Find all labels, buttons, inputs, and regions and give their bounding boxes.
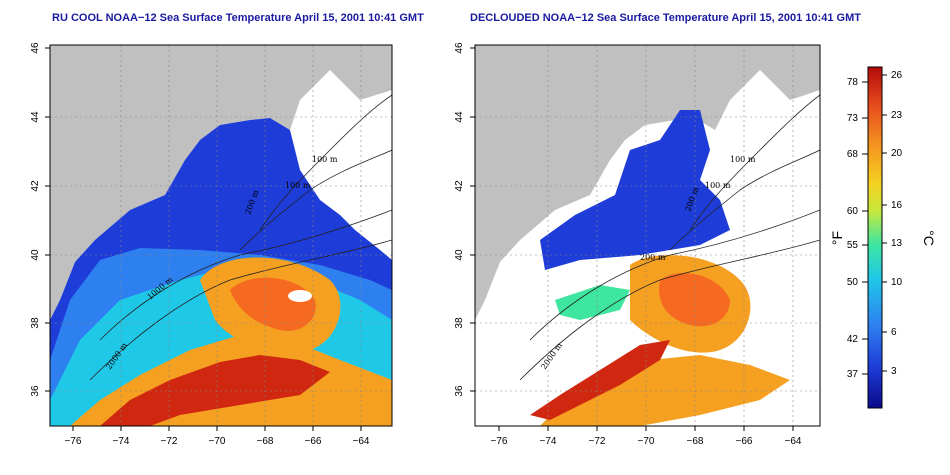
left-contour-label: 100 m [285,181,311,190]
right-contour-label: 200 m [640,253,666,262]
lon-tick-label: −68 [257,436,274,447]
fahrenheit-tick-label: 73 [847,113,859,124]
lat-tick-label: 46 [30,42,41,54]
right-gulf-stream [540,355,790,426]
lon-tick-label: −74 [113,436,130,447]
right-contour-label: 100 m [705,181,731,190]
celsius-tick-label: 23 [891,110,903,121]
lat-tick-label: 42 [454,180,465,192]
right-land-mass [475,45,820,320]
lat-tick-label: 44 [454,111,465,123]
lon-tick-label: −64 [785,436,802,447]
lon-tick-label: −72 [589,436,606,447]
lon-tick-label: −76 [491,436,508,447]
right-lat-ticks: 36 38 40 42 44 46 [454,42,465,397]
lon-tick-label: −72 [161,436,178,447]
lat-tick-label: 42 [30,180,41,192]
lon-tick-label: −76 [65,436,82,447]
fahrenheit-tick-label: 78 [847,77,859,88]
celsius-tick-label: 6 [891,327,897,338]
right-map-title: DECLOUDED NOAA−12 Sea Surface Temperatur… [470,12,861,24]
fahrenheit-unit-label: °F [829,231,845,245]
right-contour-label: 100 m [730,155,756,164]
celsius-tick-label: 16 [891,200,903,211]
lat-tick-label: 38 [454,317,465,329]
fahrenheit-ticks: 78 73 68 60 55 50 42 37 [847,77,859,380]
lon-tick-label: −66 [736,436,753,447]
left-map-title: RU COOL NOAA−12 Sea Surface Temperature … [52,12,424,24]
lat-tick-label: 36 [454,385,465,397]
lon-tick-label: −68 [687,436,704,447]
lon-tick-label: −74 [540,436,557,447]
left-gulf-stream-core [100,355,330,426]
fahrenheit-tick-label: 60 [847,206,859,217]
right-cold-patch [540,110,730,270]
fahrenheit-tick-label: 68 [847,149,859,160]
colorbar-gradient [867,66,883,409]
left-map: 100 m 100 m 200 m 1000 m 2000 m −76 −74 … [30,42,393,447]
fahrenheit-tick-label: 50 [847,277,859,288]
right-map: 100 m 100 m 200 m 200 m 2000 m −76 −74 −… [454,42,821,447]
lat-tick-label: 46 [454,42,465,54]
left-lat-ticks: 36 38 40 42 44 46 [30,42,41,397]
celsius-tick-label: 10 [891,277,903,288]
left-land-mass [50,45,392,320]
lat-tick-label: 36 [30,385,41,397]
celsius-tick-label: 20 [891,148,903,159]
celsius-ticks: 26 23 20 16 13 10 6 3 [891,70,903,377]
lat-tick-label: 40 [454,249,465,261]
fahrenheit-tick-label: 37 [847,369,859,380]
lon-tick-label: −64 [353,436,370,447]
left-lon-ticks: −76 −74 −72 −70 −68 −66 −64 [65,436,370,447]
fahrenheit-tick-label: 42 [847,334,859,345]
celsius-tick-label: 13 [891,238,903,249]
lon-tick-label: −70 [638,436,655,447]
right-slope-water [555,285,630,320]
lat-tick-label: 44 [30,111,41,123]
celsius-tick-label: 26 [891,70,903,81]
lon-tick-label: −66 [305,436,322,447]
lat-tick-label: 40 [30,249,41,261]
celsius-tick-label: 3 [891,366,897,377]
left-contour-label: 100 m [312,155,338,164]
celsius-unit-label: °C [921,230,937,246]
fahrenheit-tick-label: 55 [847,240,859,251]
right-warm-core [659,272,730,327]
right-gulf-stream-core [530,340,670,420]
lat-tick-label: 38 [30,317,41,329]
right-lon-ticks: −76 −74 −72 −70 −68 −66 −64 [491,436,802,447]
colorbar: 78 73 68 60 55 50 42 37 26 23 20 16 13 1… [829,66,937,409]
lon-tick-label: −70 [209,436,226,447]
